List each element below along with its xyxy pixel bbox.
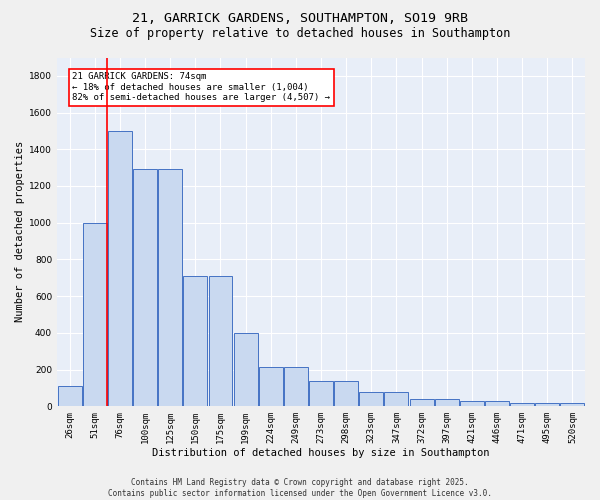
Bar: [233, 333, 257, 406]
Bar: [560, 402, 584, 406]
Bar: [510, 404, 534, 406]
Bar: [435, 399, 458, 406]
Text: 21, GARRICK GARDENS, SOUTHAMPTON, SO19 9RB: 21, GARRICK GARDENS, SOUTHAMPTON, SO19 9…: [132, 12, 468, 26]
Bar: [460, 400, 484, 406]
Bar: [158, 170, 182, 406]
Bar: [209, 276, 232, 406]
Y-axis label: Number of detached properties: Number of detached properties: [15, 141, 25, 322]
Bar: [334, 382, 358, 406]
Bar: [485, 400, 509, 406]
Bar: [83, 222, 107, 406]
Bar: [58, 386, 82, 406]
Bar: [108, 131, 132, 406]
Text: Size of property relative to detached houses in Southampton: Size of property relative to detached ho…: [90, 28, 510, 40]
Bar: [410, 399, 434, 406]
Bar: [309, 382, 333, 406]
Bar: [184, 276, 207, 406]
Bar: [535, 404, 559, 406]
Bar: [259, 367, 283, 406]
Bar: [359, 392, 383, 406]
Bar: [284, 367, 308, 406]
Text: 21 GARRICK GARDENS: 74sqm
← 18% of detached houses are smaller (1,004)
82% of se: 21 GARRICK GARDENS: 74sqm ← 18% of detac…: [72, 72, 330, 102]
Bar: [133, 170, 157, 406]
Text: Contains HM Land Registry data © Crown copyright and database right 2025.
Contai: Contains HM Land Registry data © Crown c…: [108, 478, 492, 498]
X-axis label: Distribution of detached houses by size in Southampton: Distribution of detached houses by size …: [152, 448, 490, 458]
Bar: [385, 392, 409, 406]
